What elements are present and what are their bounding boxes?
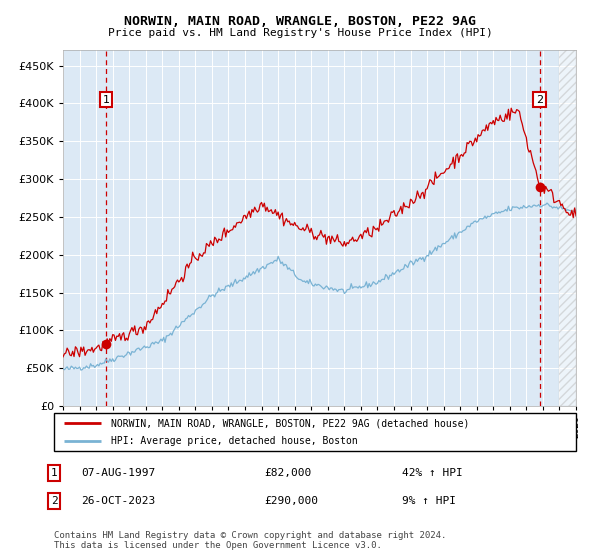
Text: 42% ↑ HPI: 42% ↑ HPI (402, 468, 463, 478)
Text: NORWIN, MAIN ROAD, WRANGLE, BOSTON, PE22 9AG (detached house): NORWIN, MAIN ROAD, WRANGLE, BOSTON, PE22… (112, 418, 470, 428)
Text: £290,000: £290,000 (264, 496, 318, 506)
Text: 26-OCT-2023: 26-OCT-2023 (81, 496, 155, 506)
Text: 9% ↑ HPI: 9% ↑ HPI (402, 496, 456, 506)
Text: HPI: Average price, detached house, Boston: HPI: Average price, detached house, Bost… (112, 436, 358, 446)
Text: NORWIN, MAIN ROAD, WRANGLE, BOSTON, PE22 9AG: NORWIN, MAIN ROAD, WRANGLE, BOSTON, PE22… (124, 15, 476, 28)
Text: £82,000: £82,000 (264, 468, 311, 478)
Bar (559, 50, 576, 406)
Text: Price paid vs. HM Land Registry's House Price Index (HPI): Price paid vs. HM Land Registry's House … (107, 28, 493, 38)
Text: 07-AUG-1997: 07-AUG-1997 (81, 468, 155, 478)
Text: Contains HM Land Registry data © Crown copyright and database right 2024.
This d: Contains HM Land Registry data © Crown c… (54, 531, 446, 550)
Text: 2: 2 (50, 496, 58, 506)
Text: 1: 1 (50, 468, 58, 478)
Text: 2: 2 (536, 95, 543, 105)
Text: 1: 1 (103, 95, 110, 105)
